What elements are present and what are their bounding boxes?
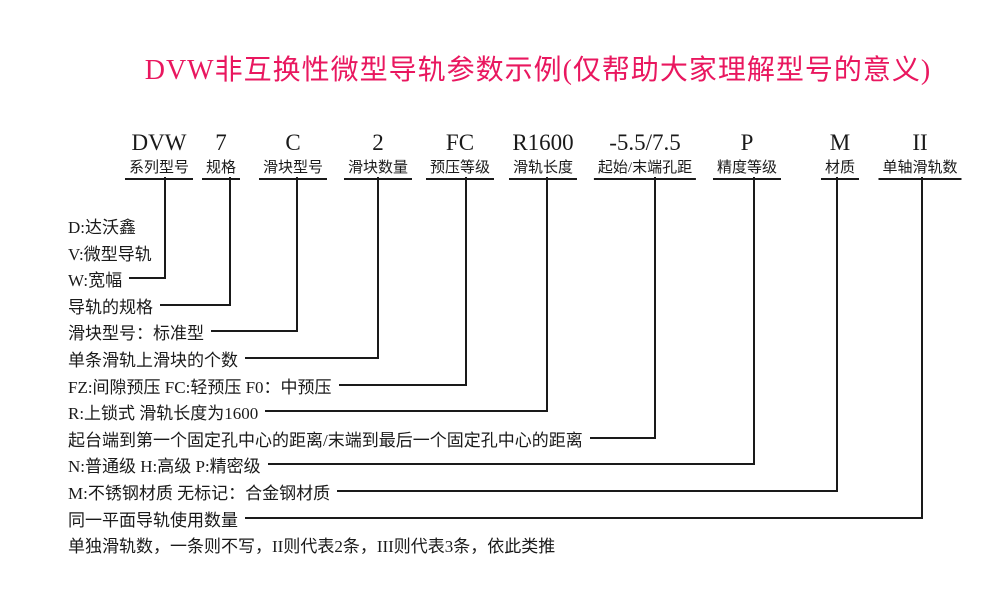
explanation-text: R:上锁式 滑轨长度为1600: [68, 403, 259, 423]
connector-horizontal-line: [265, 410, 548, 412]
model-segment-label: 预压等级: [425, 159, 495, 180]
model-code: DVW: [131, 130, 187, 155]
model-segment-block-type: C 滑块型号: [258, 130, 328, 180]
connector-vertical-line: [654, 177, 656, 439]
model-segment-precision: P 精度等级: [712, 130, 782, 180]
model-segment-label: 滑块型号: [258, 159, 328, 180]
connector-horizontal-line: [160, 304, 231, 306]
model-code: C: [285, 130, 301, 155]
explanation-row: 同一平面导轨使用数量: [68, 506, 923, 530]
explanation-text: 单独滑轨数，一条则不写，II则代表2条，III则代表3条，依此类推: [68, 536, 556, 556]
explanation-text: N:普通级 H:高级 P:精密级: [68, 456, 261, 476]
model-code: P: [740, 130, 754, 155]
explanation-row: FZ:间隙预压 FC:轻预压 F0：中预压: [68, 373, 467, 397]
explanation-text: D:达沃鑫: [68, 217, 136, 237]
model-segment-label: 单轴滑轨数: [878, 159, 962, 180]
explanation-text: V:微型导轨: [68, 244, 152, 264]
model-segment-size: 7 规格: [201, 130, 241, 180]
connector-horizontal-line: [211, 330, 298, 332]
explanation-text: 起台端到第一个固定孔中心的距离/末端到最后一个固定孔中心的距离: [68, 430, 583, 450]
explanation-text: 滑块型号：标准型: [68, 323, 204, 343]
model-segment-rail-length: R1600 滑轨长度: [508, 130, 578, 180]
explanation-row: W:宽幅: [68, 266, 166, 290]
connector-vertical-line: [753, 177, 755, 465]
connector-vertical-line: [836, 177, 838, 492]
model-code: FC: [445, 130, 475, 155]
model-segment-label: 滑轨长度: [508, 159, 578, 180]
model-segment-hole-distance: -5.5/7.5 起始/末端孔距: [593, 130, 697, 180]
explanation-text: M:不锈钢材质 无标记：合金钢材质: [68, 483, 331, 503]
connector-vertical-line: [164, 177, 166, 279]
connector-horizontal-line: [337, 490, 838, 492]
connector-horizontal-line: [245, 357, 379, 359]
model-code: R1600: [512, 130, 574, 155]
model-segment-label: 精度等级: [712, 159, 782, 180]
explanation-row: D:达沃鑫: [68, 213, 136, 237]
explanation-text: FZ:间隙预压 FC:轻预压 F0：中预压: [68, 377, 332, 397]
model-segment-label: 系列型号: [124, 159, 194, 180]
connector-vertical-line: [377, 177, 379, 359]
model-segment-material: M 材质: [820, 130, 860, 180]
connector-horizontal-line: [338, 384, 467, 386]
model-segment-label: 材质: [820, 159, 860, 180]
model-segment-block-count: 2 滑块数量: [343, 130, 413, 180]
model-code: M: [829, 130, 851, 155]
explanation-row: M:不锈钢材质 无标记：合金钢材质: [68, 479, 838, 503]
model-code: 2: [372, 130, 384, 155]
explanation-text: 同一平面导轨使用数量: [68, 510, 238, 530]
explanation-text: 导轨的规格: [68, 297, 153, 317]
explanation-row: 导轨的规格: [68, 293, 231, 317]
explanation-row: 起台端到第一个固定孔中心的距离/末端到最后一个固定孔中心的距离: [68, 426, 656, 450]
connector-vertical-line: [229, 177, 231, 306]
model-segment-rail-count: II 单轴滑轨数: [878, 130, 962, 180]
connector-horizontal-line: [129, 277, 166, 279]
model-code: II: [912, 130, 928, 155]
explanation-row: N:普通级 H:高级 P:精密级: [68, 452, 755, 476]
page-title: DVW非互换性微型导轨参数示例(仅帮助大家理解型号的意义): [144, 55, 932, 86]
model-segment-preload: FC 预压等级: [425, 130, 495, 180]
model-segment-label: 规格: [201, 159, 241, 180]
explanation-text: 单条滑轨上滑块的个数: [68, 350, 238, 370]
explanation-row: R:上锁式 滑轨长度为1600: [68, 399, 548, 423]
connector-vertical-line: [921, 177, 923, 519]
model-segment-series: DVW 系列型号: [124, 130, 194, 180]
model-code: 7: [215, 130, 227, 155]
connector-horizontal-line: [245, 517, 923, 519]
connector-vertical-line: [465, 177, 467, 386]
explanation-row: 滑块型号：标准型: [68, 319, 298, 343]
explanation-text: W:宽幅: [68, 270, 123, 290]
connector-vertical-line: [296, 177, 298, 332]
explanation-row: 单独滑轨数，一条则不写，II则代表2条，III则代表3条，依此类推: [68, 532, 555, 556]
connector-horizontal-line: [267, 463, 755, 465]
model-segment-label: 起始/末端孔距: [593, 159, 697, 180]
model-code: -5.5/7.5: [609, 130, 681, 155]
connector-vertical-line: [546, 177, 548, 412]
connector-horizontal-line: [589, 437, 656, 439]
explanation-row: 单条滑轨上滑块的个数: [68, 346, 379, 370]
explanation-row: V:微型导轨: [68, 240, 152, 264]
